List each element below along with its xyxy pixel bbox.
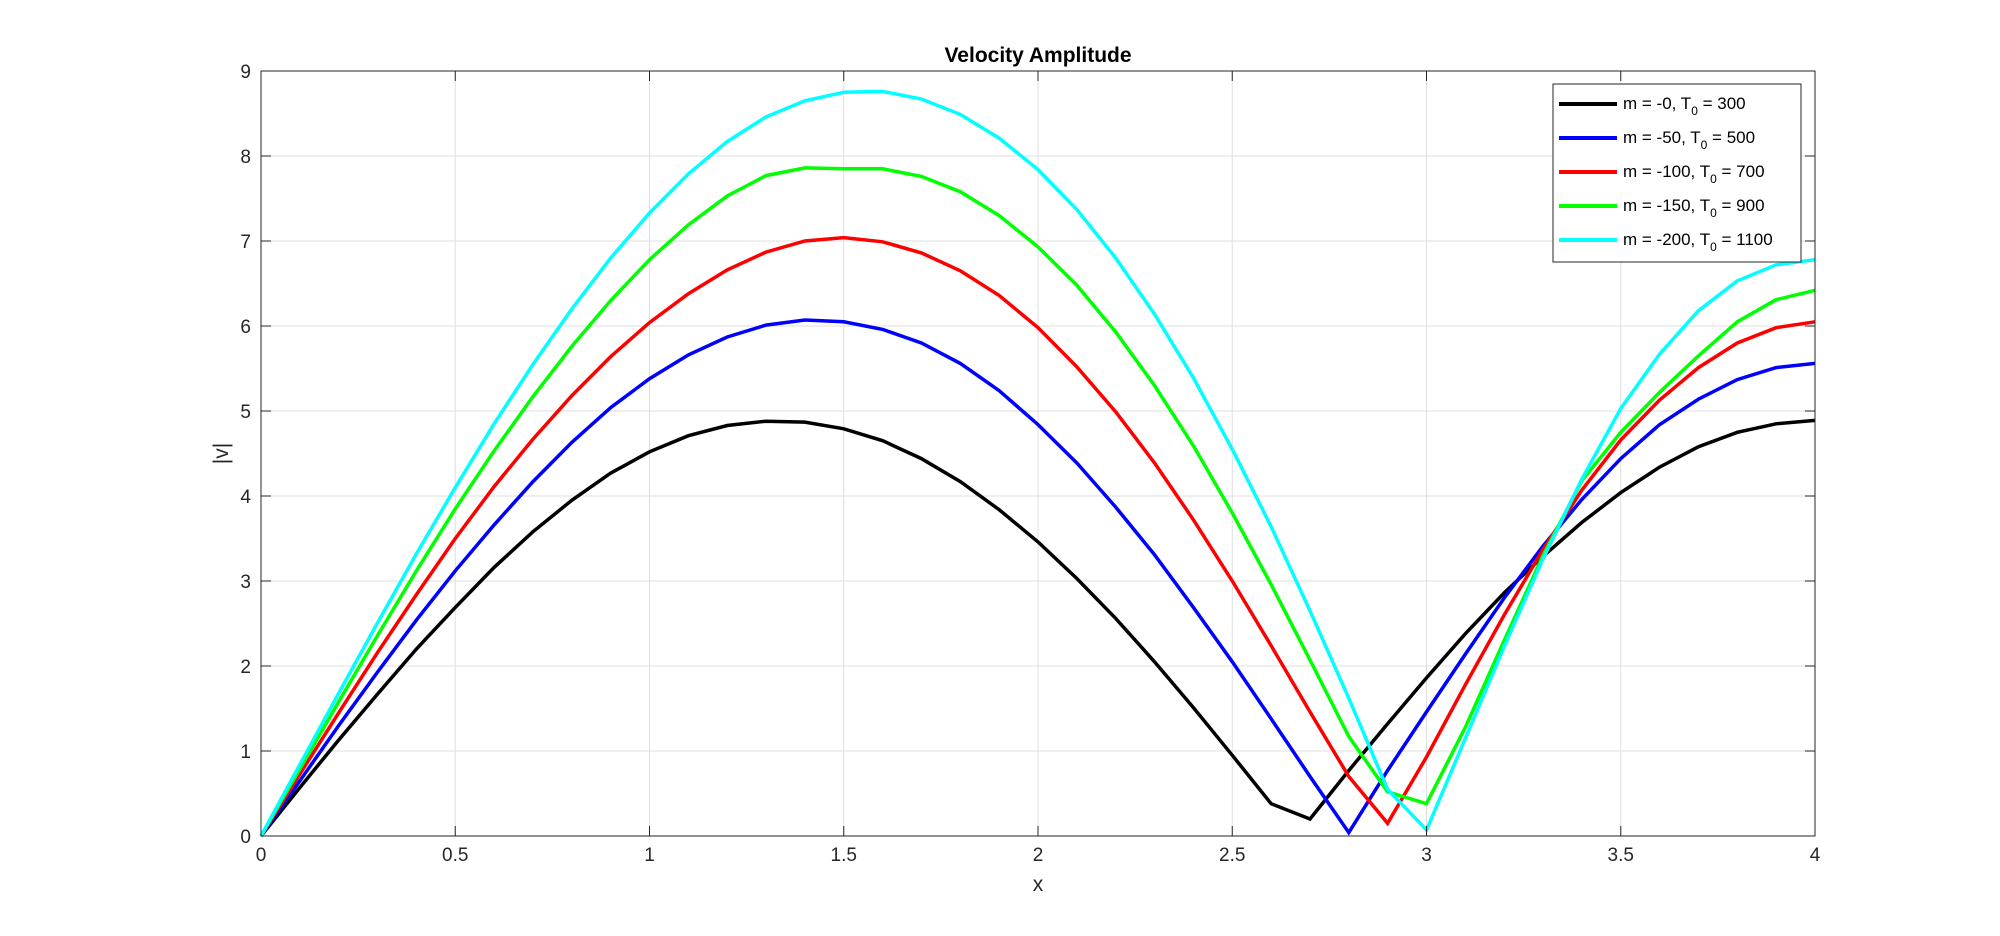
- series-line-4: [259, 89, 1816, 837]
- axis-ticks: 0 0.5 1 1.5 2 2.5 3 3.5 4 0 1 2 3 4 5 6 7 8 9: [240, 62, 1820, 866]
- series-line-0: [259, 418, 1816, 838]
- legend-label-tail: = 500: [1707, 128, 1755, 147]
- y-tick-label: 7: [240, 232, 251, 253]
- legend-entry: m = -150, T0 = 900: [1623, 196, 1765, 220]
- y-tick-label: 6: [240, 317, 251, 338]
- legend-entry: m = -100, T0 = 700: [1623, 162, 1765, 186]
- legend-entry: m = -200, T0 = 1100: [1623, 230, 1773, 254]
- y-tick-label: 0: [240, 827, 251, 848]
- data-series: [259, 89, 1816, 838]
- x-tick-label: 3.5: [1608, 845, 1634, 866]
- legend-label-main: m = -0, T: [1623, 94, 1691, 113]
- y-tick-label: 9: [240, 62, 251, 83]
- x-tick-label: 1: [644, 845, 655, 866]
- x-tick-label: 0.5: [442, 845, 468, 866]
- x-tick-label: 3: [1421, 845, 1432, 866]
- x-tick-label: 2: [1033, 845, 1044, 866]
- legend-label-subscript: 0: [1710, 206, 1717, 220]
- legend-label-subscript: 0: [1710, 172, 1717, 186]
- x-tick-label: 4: [1810, 845, 1821, 866]
- y-tick-label: 5: [240, 402, 251, 423]
- legend-entry: m = -50, T0 = 500: [1623, 128, 1755, 152]
- x-tick-label: 0: [256, 845, 267, 866]
- x-tick-label: 2.5: [1219, 845, 1245, 866]
- legend-label-tail: = 700: [1717, 162, 1765, 181]
- legend-label-main: m = -100, T: [1623, 162, 1710, 181]
- y-tick-label: 8: [240, 147, 251, 168]
- legend-label-tail: = 300: [1698, 94, 1746, 113]
- legend-label-subscript: 0: [1691, 104, 1698, 118]
- y-tick-label: 4: [240, 487, 251, 508]
- legend-label-main: m = -50, T: [1623, 128, 1701, 147]
- x-tick-label: 1.5: [831, 845, 857, 866]
- y-axis-label: |v|: [210, 443, 233, 464]
- y-tick-label: 1: [240, 742, 251, 763]
- legend-label-subscript: 0: [1701, 138, 1708, 152]
- legend-entry: m = -0, T0 = 300: [1623, 94, 1746, 118]
- chart-title: Velocity Amplitude: [944, 44, 1131, 67]
- y-tick-label: 2: [240, 657, 251, 678]
- legend-label-main: m = -150, T: [1623, 196, 1710, 215]
- y-tick-label: 3: [240, 572, 251, 593]
- legend-label-tail: = 900: [1717, 196, 1765, 215]
- legend-label-tail: = 1100: [1717, 230, 1773, 249]
- legend-label-main: m = -200, T: [1623, 230, 1710, 249]
- legend-label-subscript: 0: [1710, 240, 1717, 254]
- x-axis-label: x: [1033, 873, 1044, 896]
